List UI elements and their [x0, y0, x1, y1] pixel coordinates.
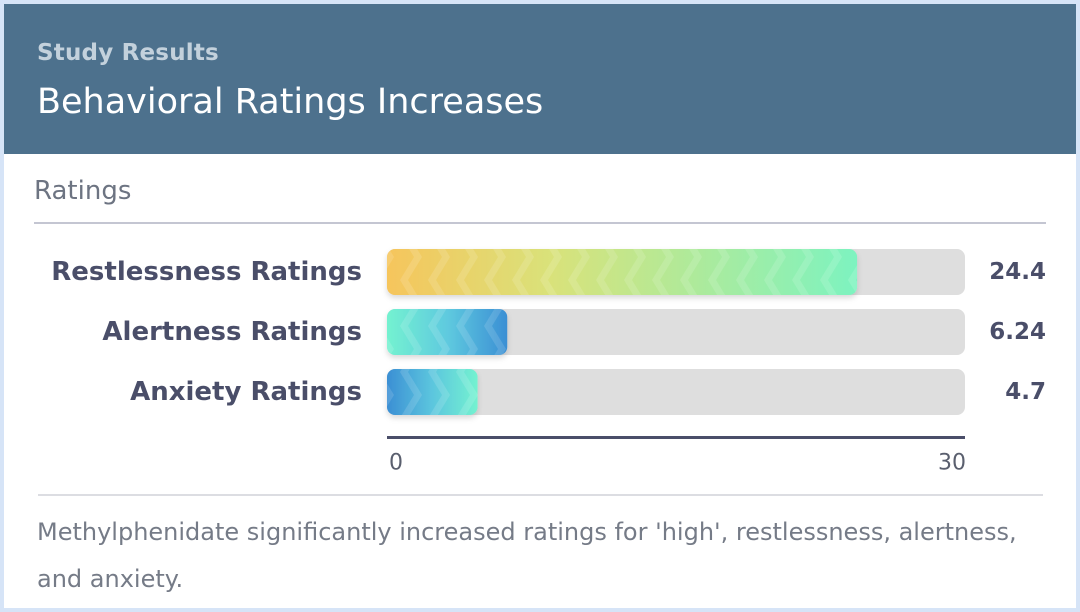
- x-axis-line: [387, 436, 965, 439]
- bar-pattern-restlessness-ratings: [387, 249, 858, 295]
- footer-divider: [38, 494, 1043, 496]
- eyebrow-label: Study Results: [37, 40, 219, 66]
- category-label-anxiety-ratings: Anxiety Ratings: [130, 377, 362, 407]
- value-label-anxiety-ratings: 4.7: [1005, 379, 1046, 405]
- value-label-alertness-ratings: 6.24: [989, 319, 1046, 345]
- card-header: Study Results Behavioral Ratings Increas…: [4, 4, 1076, 154]
- bar-track-alertness-ratings: [387, 309, 965, 355]
- x-tick-label-30: 30: [938, 451, 966, 476]
- ratings-bar-chart: Restlessness Ratings 24.4 Alertness Rating…: [51, 249, 1046, 476]
- value-label-restlessness-ratings: 24.4: [989, 259, 1046, 285]
- results-card: Study Results Behavioral Ratings Increas…: [4, 4, 1076, 608]
- card-title: Behavioral Ratings Increases: [37, 82, 544, 122]
- section-label: Ratings: [34, 176, 132, 206]
- bar-track-anxiety-ratings: [387, 369, 965, 415]
- footnote-text: Methylphenidate significantly increased …: [37, 518, 1017, 593]
- bar-pattern-alertness-ratings: [387, 309, 508, 355]
- category-label-restlessness-ratings: Restlessness Ratings: [51, 257, 362, 287]
- category-label-alertness-ratings: Alertness Ratings: [102, 317, 362, 347]
- x-tick-label-0: 0: [389, 451, 403, 476]
- section-divider: [34, 222, 1046, 224]
- bar-pattern-anxiety-ratings: [387, 369, 478, 415]
